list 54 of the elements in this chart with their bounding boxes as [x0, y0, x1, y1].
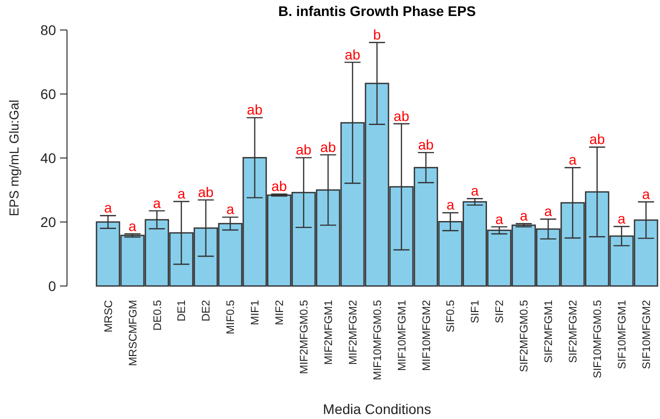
annotation: a — [495, 210, 504, 227]
annotation: a — [470, 182, 479, 199]
x-tick-label: MIF2MFGM1 — [322, 300, 335, 365]
y-tick-label: 20 — [40, 214, 56, 230]
x-axis-title: Media Conditions — [322, 401, 432, 417]
annotation: ab — [246, 102, 263, 118]
y-tick-label: 0 — [48, 278, 56, 294]
x-tick-label: SIF10MFGM1 — [616, 300, 628, 370]
annotation: ab — [344, 46, 361, 62]
annotation: ab — [394, 108, 410, 124]
y-tick-label: 40 — [40, 150, 56, 166]
y-axis-title: EPS mg/mL Glu:Gal — [6, 100, 22, 216]
annotation: a — [177, 186, 186, 202]
x-tick-label: MRSC — [102, 300, 115, 332]
annotation: a — [642, 186, 650, 202]
x-tick-label: SIF2MFGM1 — [543, 300, 556, 363]
annotation: a — [568, 152, 577, 168]
annotation: ab — [271, 178, 288, 194]
x-tick-label: SIF2MFGM0.5 — [518, 300, 531, 372]
annotation: ab — [296, 142, 312, 158]
x-tick-label: SIF10MFGM0.5 — [592, 300, 604, 378]
x-tick-label: SIF2MFGM2 — [568, 300, 580, 363]
x-tick-label: SIF2 — [494, 300, 506, 324]
x-tick-label: MIF10MFGM2 — [420, 300, 433, 371]
annotation: a — [152, 194, 161, 211]
annotation: a — [226, 201, 234, 218]
x-tick-label: SIF0.5 — [445, 300, 458, 332]
annotation: a — [446, 196, 454, 213]
x-tick-label: MRSCMFGM — [127, 300, 140, 366]
annotation: ab — [198, 184, 214, 200]
y-tick-label: 60 — [40, 86, 56, 102]
annotation: b — [373, 26, 382, 42]
x-tick-label: MIF10MFGM0.5 — [372, 300, 384, 380]
annotation: ab — [589, 131, 606, 148]
x-tick-label: MIF2 — [274, 300, 286, 326]
annotation: ab — [320, 138, 336, 155]
annotation: a — [618, 210, 626, 226]
x-tick-label: DE1 — [176, 300, 188, 322]
x-tick-label: DE0.5 — [152, 300, 164, 331]
annotation: a — [544, 203, 552, 220]
x-tick-label: MIF2MFGM0.5 — [298, 300, 310, 374]
annotation: a — [520, 208, 528, 224]
y-tick-label: 80 — [40, 22, 56, 38]
x-tick-label: MIF2MFGM2 — [347, 300, 360, 365]
chart-title: B. infantis Growth Phase EPS — [278, 3, 476, 19]
x-tick-label: SIF1 — [470, 300, 482, 324]
annotation: ab — [418, 136, 434, 153]
x-tick-label: DE2 — [200, 300, 213, 322]
x-tick-label: MIF10MFGM1 — [396, 300, 408, 371]
annotation: a — [104, 200, 112, 216]
x-tick-label: MIF0.5 — [225, 300, 238, 334]
x-tick-label: MIF1 — [250, 300, 262, 326]
x-tick-label: SIF10MFGM2 — [640, 300, 653, 370]
annotation: a — [128, 218, 137, 234]
